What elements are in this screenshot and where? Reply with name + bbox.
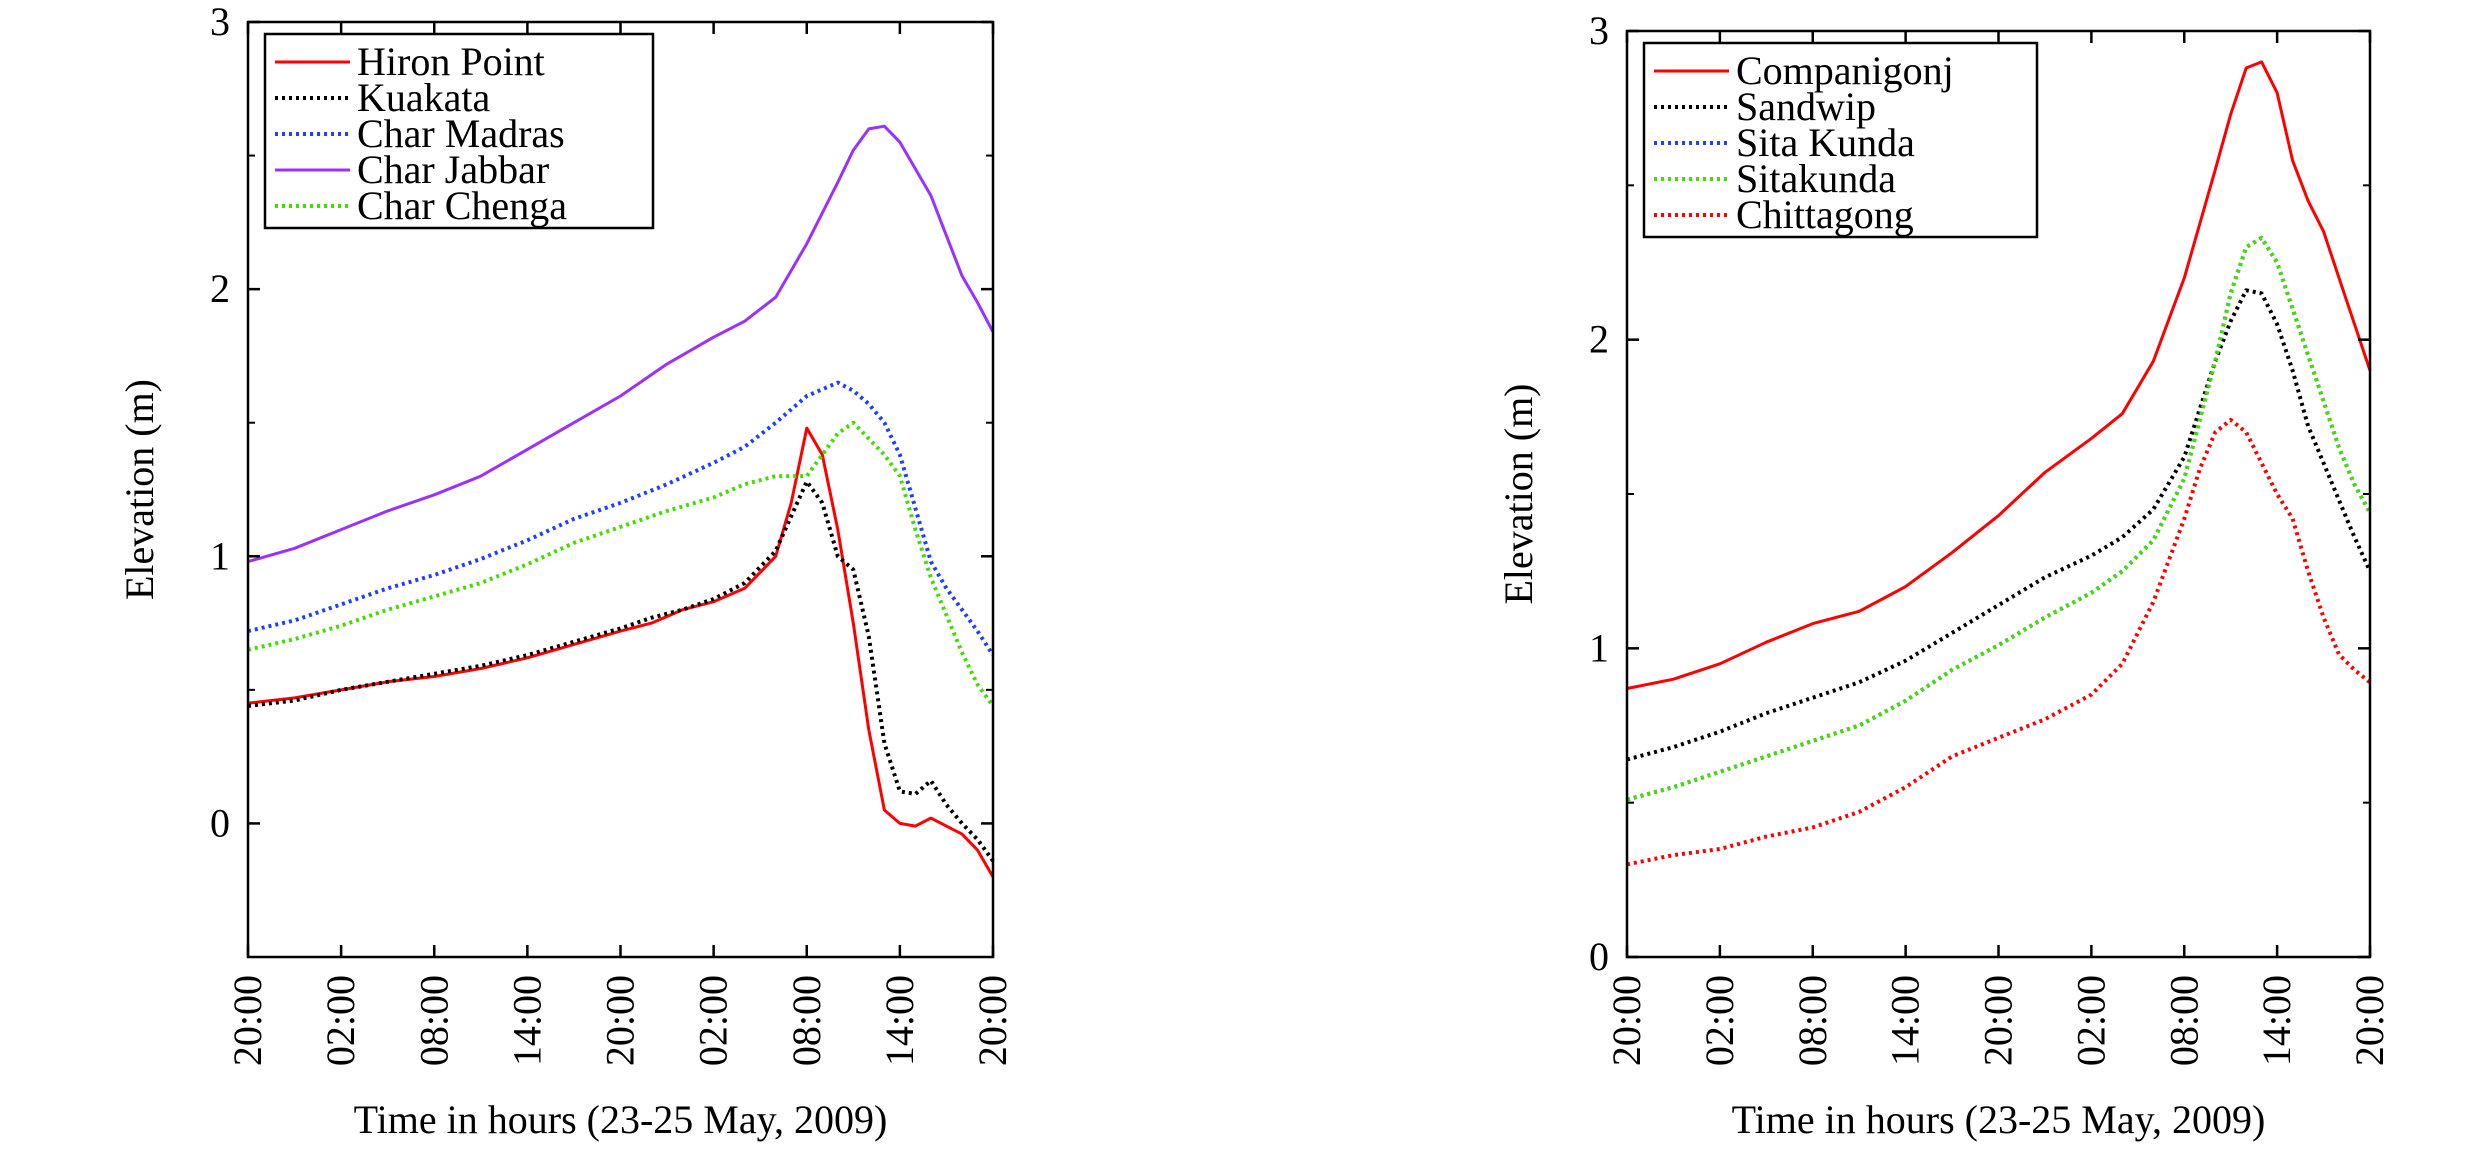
- y-tick-label: 1: [210, 533, 230, 578]
- legend-box: [1642, 41, 2039, 239]
- x-tick-label: 08:00: [784, 975, 829, 1066]
- x-tick-label: 14:00: [504, 975, 549, 1066]
- legend-label: Sandwip: [1736, 84, 1876, 129]
- x-tick-label: 20:00: [1976, 975, 2021, 1066]
- series-line: [1626, 417, 2372, 867]
- series-line: [247, 479, 995, 862]
- y-tick-label: 0: [1589, 934, 1609, 979]
- legend-label: Hiron Point: [357, 39, 545, 84]
- left-chart: 0 1 2 3 20:00 02:00 08:00 14:00 20:00 02:00 08:00 1…: [117, 0, 1015, 1142]
- x-tick-label: 14:00: [2254, 975, 2299, 1066]
- legend-label: Companigonj: [1736, 48, 1954, 93]
- series-lines: [1626, 60, 2372, 867]
- legend-label: Char Madras: [357, 111, 565, 156]
- x-tick-label: 14:00: [877, 975, 922, 1066]
- y-tick-label: 3: [1589, 8, 1609, 53]
- x-tick-label: 08:00: [411, 975, 456, 1066]
- x-tick-label: 02:00: [318, 975, 363, 1066]
- x-axis-label: Time in hours (23-25 May, 2009): [354, 1097, 888, 1142]
- x-tick-label: 02:00: [2068, 975, 2113, 1066]
- y-axis-label: Elevation (m): [117, 379, 162, 600]
- legend-label: Char Chenga: [357, 183, 567, 228]
- x-tick-label: 20:00: [970, 975, 1015, 1066]
- legend-label: Sita Kunda: [1736, 120, 1915, 165]
- y-tick-label: 2: [1589, 317, 1609, 362]
- series-line: [247, 124, 995, 564]
- right-chart: 0 1 2 3 20:00 02:00 08:00 14:00 20:00 02:00 08:00 1…: [1496, 8, 2392, 1142]
- series-lines: [247, 124, 995, 878]
- y-tick-label: 2: [210, 266, 230, 311]
- y-axis-label: Elevation (m): [1496, 383, 1541, 604]
- x-axis-label: Time in hours (23-25 May, 2009): [1732, 1097, 2266, 1142]
- series-line: [247, 380, 995, 657]
- x-tick-label: 08:00: [2161, 975, 2206, 1066]
- series-line: [1626, 60, 2372, 690]
- x-tick-label: 02:00: [691, 975, 736, 1066]
- y-tick-label: 1: [1589, 625, 1609, 670]
- legend-label: Sitakunda: [1736, 156, 1896, 201]
- x-tick-label: 08:00: [1790, 975, 1835, 1066]
- x-tick-label: 14:00: [1883, 975, 1928, 1066]
- x-tick-label: 20:00: [598, 975, 643, 1066]
- x-tick-label: 20:00: [2347, 975, 2392, 1066]
- legend-label: Char Jabbar: [357, 147, 549, 192]
- y-tick-label: 0: [210, 800, 230, 845]
- legend-box: [263, 32, 655, 230]
- x-tick-label: 20:00: [1604, 975, 1649, 1066]
- x-tick-label: 20:00: [225, 975, 270, 1066]
- legend-label: Chittagong: [1736, 192, 1914, 237]
- x-tick-label: 02:00: [1697, 975, 1742, 1066]
- series-line: [247, 426, 995, 878]
- legend-label: Kuakata: [357, 75, 491, 120]
- y-tick-label: 3: [210, 0, 230, 44]
